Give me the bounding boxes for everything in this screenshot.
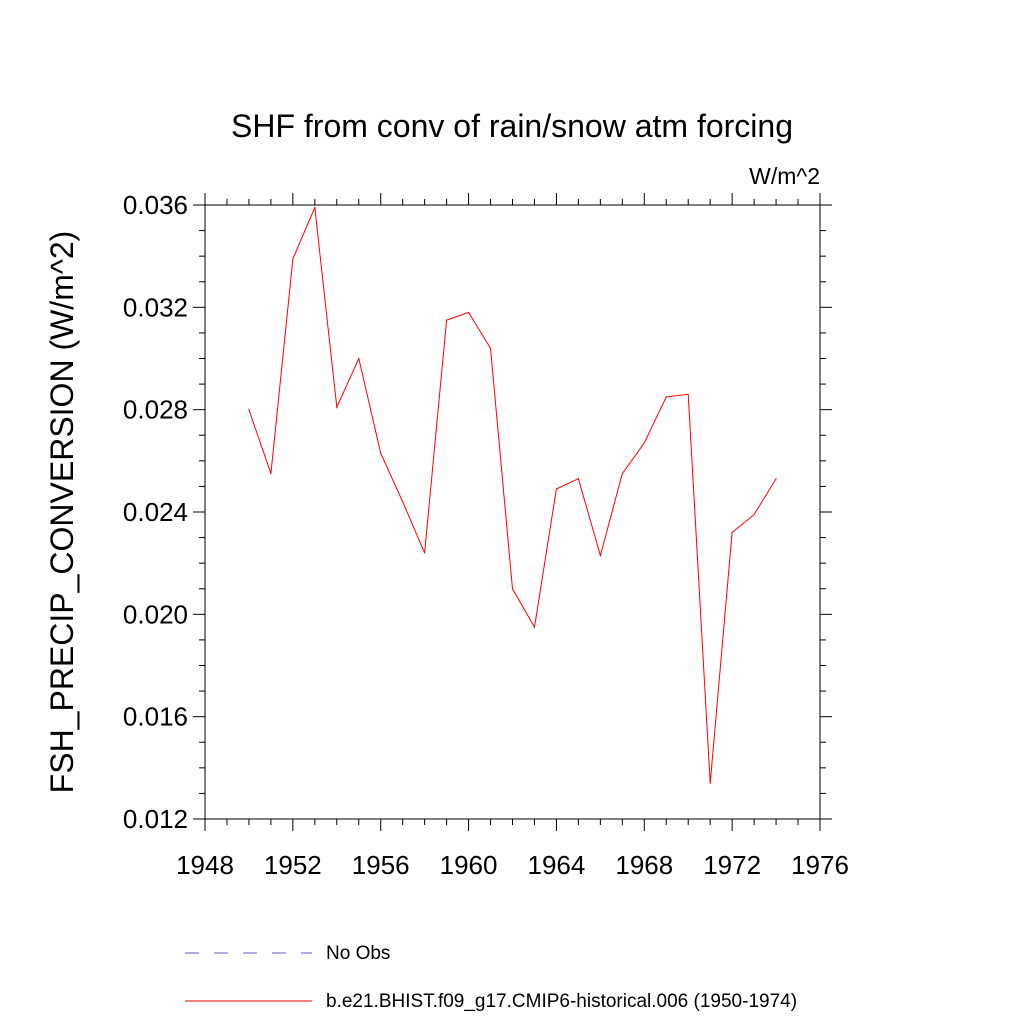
x-tick-label: 1960 xyxy=(440,850,498,880)
legend-label-historical: b.e21.BHIST.f09_g17.CMIP6-historical.006… xyxy=(326,991,797,1012)
y-tick-label: 0.036 xyxy=(123,190,188,220)
y-axis-label: FSH_PRECIP_CONVERSION (W/m^2) xyxy=(44,231,80,794)
data-point xyxy=(731,531,733,534)
series-group xyxy=(248,205,777,784)
axis-ticks xyxy=(193,193,832,831)
data-point xyxy=(555,488,558,490)
x-tick-label: 1952 xyxy=(264,850,322,880)
y-tick-label: 0.016 xyxy=(123,702,188,732)
data-point xyxy=(489,347,492,349)
data-point xyxy=(380,452,382,454)
data-point xyxy=(665,396,667,398)
data-point xyxy=(446,319,448,321)
series-line xyxy=(248,205,777,784)
data-point xyxy=(467,311,470,314)
data-point xyxy=(424,552,426,554)
data-point xyxy=(511,588,514,590)
data-point xyxy=(292,258,294,260)
legend: No Obs b.e21.BHIST.f09_g17.CMIP6-histori… xyxy=(185,943,797,1012)
y-tick-label: 0.012 xyxy=(123,804,188,834)
y-tick-label: 0.028 xyxy=(123,395,188,425)
units-label: W/m^2 xyxy=(749,163,820,189)
data-point xyxy=(775,478,777,480)
data-point xyxy=(314,206,316,209)
data-point xyxy=(621,473,623,475)
plot-frame xyxy=(204,204,821,820)
data-point xyxy=(599,554,601,557)
x-tick-label: 1956 xyxy=(352,850,410,880)
data-point xyxy=(643,442,645,444)
data-point xyxy=(402,501,404,503)
chart-title: SHF from conv of rain/snow atm forcing xyxy=(231,108,793,144)
data-point xyxy=(358,357,360,360)
data-point xyxy=(577,478,579,480)
data-point xyxy=(709,782,711,784)
x-tick-label: 1972 xyxy=(703,850,761,880)
data-point xyxy=(248,409,250,411)
x-tick-label: 1968 xyxy=(615,850,673,880)
data-point xyxy=(533,626,536,628)
x-tick-label: 1976 xyxy=(791,850,849,880)
data-point xyxy=(270,473,272,475)
axis-tick-labels: 1948 1952 1956 1960 1964 1968 1972 1976 0.012 0.0… xyxy=(123,190,849,880)
data-point xyxy=(336,406,338,408)
data-point xyxy=(687,393,689,395)
x-tick-label: 1964 xyxy=(528,850,586,880)
data-point xyxy=(753,513,755,516)
y-tick-label: 0.032 xyxy=(123,292,188,322)
x-tick-label: 1948 xyxy=(176,850,234,880)
legend-label-no-obs: No Obs xyxy=(326,943,390,964)
y-tick-label: 0.024 xyxy=(123,497,188,527)
y-tick-label: 0.020 xyxy=(123,599,188,629)
